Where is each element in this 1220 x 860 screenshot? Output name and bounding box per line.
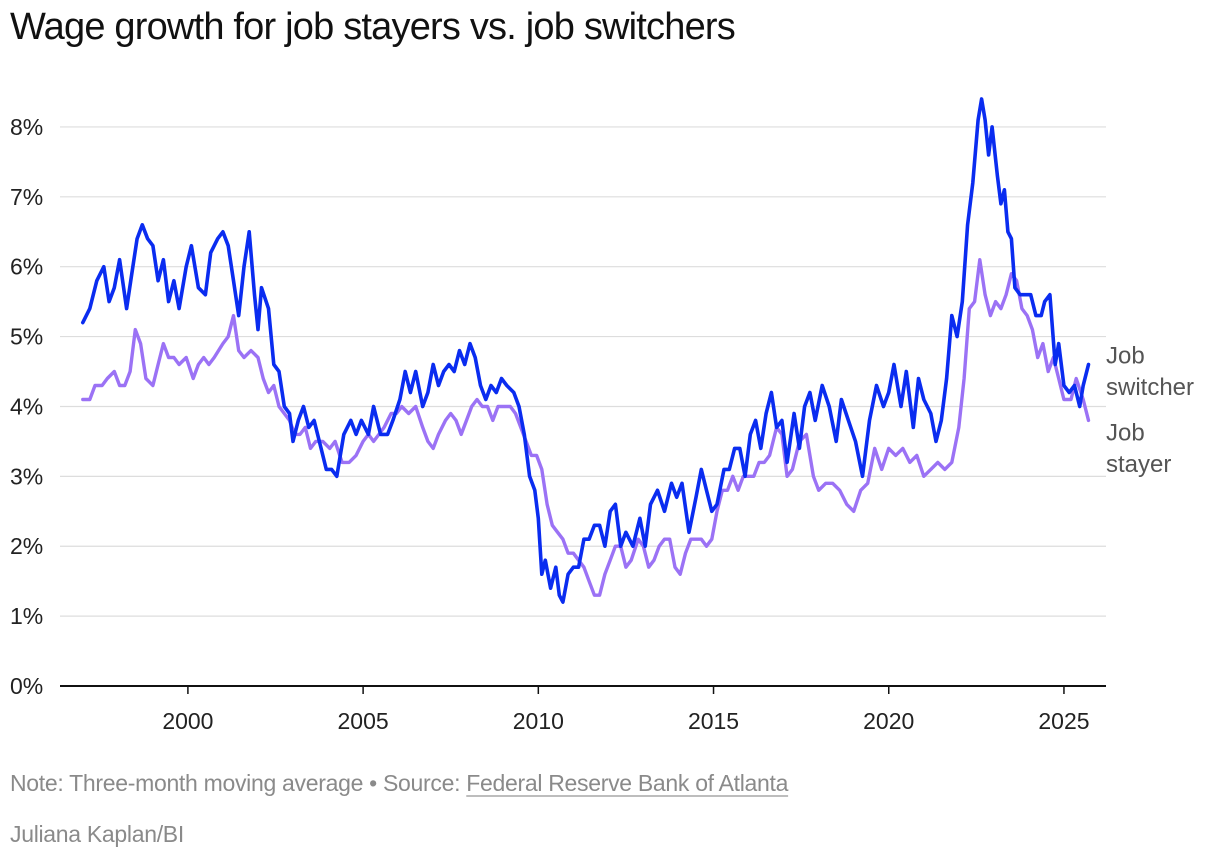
label-job-switcher: switcher (1106, 374, 1194, 401)
footnote-source-prefix: Source: (383, 770, 467, 796)
series-line-job-switcher (81, 97, 1091, 604)
series-line-job-stayer (81, 258, 1091, 597)
x-tick-label: 2000 (162, 708, 213, 734)
x-axis-ticks: 2000 2005 2010 2015 2020 2025 (162, 686, 1090, 734)
x-tick-label: 2020 (863, 708, 914, 734)
label-job-stayer: stayer (1106, 451, 1171, 478)
footnote-separator: • (363, 770, 383, 796)
series-labels: Job switcher Job stayer (1106, 342, 1194, 477)
label-job-switcher: Job (1106, 342, 1145, 369)
x-tick-label: 2025 (1038, 708, 1089, 734)
y-tick-label: 3% (10, 463, 43, 489)
chart-title: Wage growth for job stayers vs. job swit… (10, 6, 736, 48)
y-tick-label: 1% (10, 603, 43, 629)
credit: Juliana Kaplan/BI (10, 821, 184, 847)
y-tick-label: 8% (10, 114, 43, 140)
source-link[interactable]: Federal Reserve Bank of Atlanta (466, 770, 789, 796)
x-tick-label: 2005 (338, 708, 389, 734)
y-tick-label: 4% (10, 393, 43, 419)
y-axis-ticks: 0% 1% 2% 3% 4% 5% 6% 7% 8% (10, 114, 43, 699)
footnote: Note: Three-month moving average • Sourc… (10, 770, 788, 797)
y-tick-label: 5% (10, 324, 43, 350)
label-job-stayer: Job (1106, 419, 1145, 446)
x-tick-label: 2015 (688, 708, 739, 734)
y-tick-label: 6% (10, 254, 43, 280)
x-tick-label: 2010 (513, 708, 564, 734)
y-tick-label: 7% (10, 184, 43, 210)
footnote-note: Note: Three-month moving average (10, 770, 364, 796)
series-lines (81, 97, 1091, 604)
y-tick-label: 0% (10, 673, 43, 699)
y-tick-label: 2% (10, 533, 43, 559)
